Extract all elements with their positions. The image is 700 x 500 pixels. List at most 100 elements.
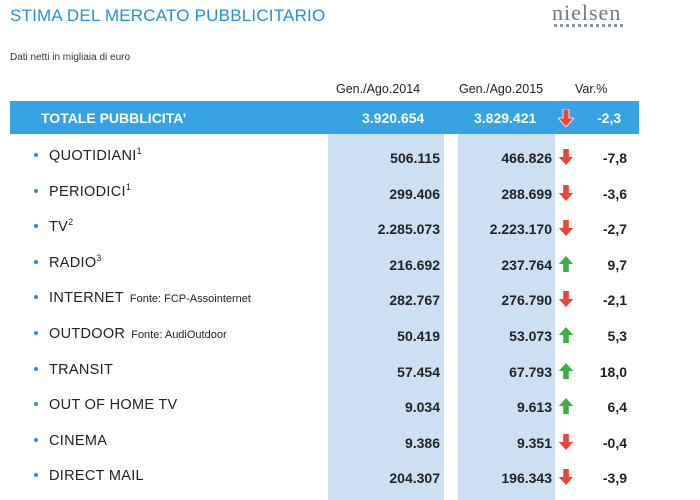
value-2014: 50.419 [397, 328, 440, 344]
value-2015: 53.073 [509, 328, 552, 344]
table-row: OUT OF HOME TV 9.034 9.613 6,4 [0, 390, 700, 426]
variation-value: -7,8 [602, 150, 627, 166]
variation-value: -3,9 [602, 470, 627, 486]
bullet-icon [34, 189, 38, 193]
row-label-text: OUT OF HOME TV [49, 397, 178, 413]
row-label-text: INTERNET [49, 290, 124, 306]
page-title: STIMA DEL MERCATO PUBBLICITARIO [10, 6, 326, 25]
value-2014: 216.692 [389, 257, 440, 273]
table-row: TV2 2.285.073 2.223.170 -2,7 [0, 212, 700, 248]
bullet-icon [34, 153, 38, 157]
row-label-text: RADIO [49, 255, 97, 271]
bullet-icon [34, 295, 38, 299]
row-label-text: PERIODICI [49, 184, 126, 200]
arrow-up-icon [558, 363, 574, 379]
row-label: DIRECT MAIL [49, 468, 144, 484]
arrow-up-icon [558, 256, 574, 272]
row-label: RADIO3 [49, 253, 102, 271]
value-2015: 196.343 [501, 470, 552, 486]
table-row: CINEMA 9.386 9.351 -0,4 [0, 426, 700, 462]
table-row: RADIO3 216.692 237.764 9,7 [0, 248, 700, 284]
variation-value: 9,7 [607, 257, 627, 273]
row-label-text: DIRECT MAIL [49, 468, 144, 484]
bullet-icon [34, 473, 38, 477]
table-row: TRANSIT 57.454 67.793 18,0 [0, 355, 700, 391]
footnote-marker: 3 [96, 253, 102, 263]
variation-value: -0,4 [602, 435, 627, 451]
value-2014: 204.307 [389, 470, 440, 486]
row-label: OUT OF HOME TV [49, 397, 178, 413]
arrow-down-icon [558, 149, 574, 165]
arrow-up-icon [558, 327, 574, 343]
value-2014: 2.285.073 [377, 221, 440, 237]
value-2014: 57.454 [397, 364, 440, 380]
table-row: DIRECT MAIL 204.307 196.343 -3,9 [0, 461, 700, 497]
column-band-2014 [328, 133, 444, 500]
row-label-text: OUTDOOR [49, 326, 126, 342]
footnote-marker: 1 [136, 146, 142, 156]
value-2015: 237.764 [501, 257, 552, 273]
value-2014: 506.115 [390, 150, 440, 166]
row-label-text: TV [49, 219, 69, 235]
value-2015: 288.699 [501, 186, 552, 202]
bullet-icon [34, 331, 38, 335]
value-2015: 9.351 [516, 435, 552, 451]
row-label: PERIODICI1 [49, 182, 132, 200]
value-2014: 282.767 [389, 292, 440, 308]
arrow-down-icon [558, 109, 574, 127]
arrow-down-icon [558, 434, 574, 450]
column-header-2015: Gen./Ago.2015 [459, 82, 544, 96]
variation-value: 5,3 [607, 328, 627, 344]
value-2015: 67.793 [509, 364, 552, 380]
value-2014: 299.406 [389, 186, 440, 202]
bullet-icon [34, 224, 38, 228]
value-2014: 9.034 [404, 399, 440, 415]
bullet-icon [34, 438, 38, 442]
total-row: TOTALE PUBBLICITA’ 3.920.654 3.829.421 -… [10, 101, 639, 134]
value-2014: 9.386 [404, 435, 440, 451]
arrow-down-icon [558, 469, 574, 485]
variation-value: -2,7 [602, 221, 627, 237]
variation-value: 6,4 [607, 399, 627, 415]
table-row: OUTDOOR Fonte: AudiOutdoor 50.419 53.073 5,3 [0, 319, 700, 355]
row-label: CINEMA [49, 433, 107, 449]
arrow-down-icon [558, 185, 574, 201]
footnote-marker: 1 [125, 182, 132, 192]
arrow-down-icon [558, 220, 574, 236]
arrow-up-icon [558, 398, 574, 414]
total-value-2014: 3.920.654 [362, 110, 425, 126]
variation-value: -3,6 [602, 186, 627, 202]
table-row: INTERNET Fonte: FCP-Assointernet 282.767 27… [0, 283, 700, 319]
column-band-2015 [458, 133, 555, 500]
value-2015: 9.613 [516, 399, 552, 415]
row-label: TV2 [49, 217, 74, 235]
row-label: QUOTIDIANI1 [49, 146, 142, 164]
table-row: QUOTIDIANI1 506.115 466.826 -7,8 [0, 141, 700, 177]
source-note: Fonte: AudiOutdoor [131, 329, 227, 341]
total-variation: -2,3 [597, 110, 622, 126]
column-header-2014: Gen./Ago.2014 [336, 82, 421, 96]
table-row: PERIODICI1 299.406 288.699 -3,6 [0, 177, 700, 213]
logo-text: nielsen [552, 0, 622, 25]
row-label: INTERNET Fonte: FCP-Assointernet [49, 290, 251, 306]
row-label-text: QUOTIDIANI [49, 148, 137, 164]
nielsen-logo: nielsen [552, 0, 624, 27]
logo-dots [554, 24, 624, 27]
total-label: TOTALE PUBBLICITA’ [41, 110, 187, 126]
footnote-marker: 2 [68, 217, 74, 227]
variation-value: -2,1 [602, 292, 627, 308]
row-label-text: CINEMA [49, 433, 108, 449]
total-value-2015: 3.829.421 [474, 110, 537, 126]
value-2015: 276.790 [501, 292, 552, 308]
bullet-icon [34, 402, 38, 406]
value-2015: 466.826 [501, 150, 552, 166]
row-label-text: TRANSIT [49, 362, 114, 378]
arrow-down-icon [558, 291, 574, 307]
source-note: Fonte: FCP-Assointernet [129, 293, 251, 305]
bullet-icon [34, 260, 38, 264]
row-label: TRANSIT [49, 362, 113, 378]
variation-value: 18,0 [599, 364, 627, 380]
bullet-icon [34, 367, 38, 371]
subtitle: Dati netti in migliaia di euro [10, 52, 131, 63]
row-label: OUTDOOR Fonte: AudiOutdoor [49, 326, 227, 342]
